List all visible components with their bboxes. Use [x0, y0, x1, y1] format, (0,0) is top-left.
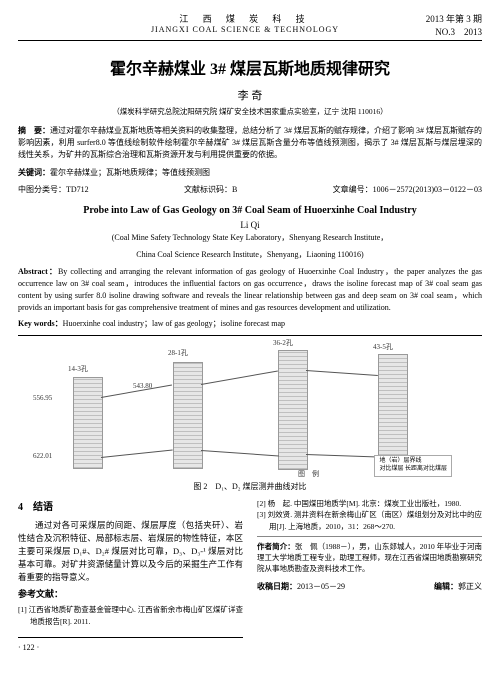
class-no-label: 中图分类号：	[18, 185, 66, 194]
figure-caption: 图 2 D₁、D₂ 煤层测井曲线对比	[18, 481, 482, 492]
author-en: Li Qi	[18, 220, 482, 230]
chart-label-2: 28-1孔	[168, 348, 188, 358]
chart-xaxis: 图 例	[298, 469, 319, 479]
article-title-cn: 霍尔辛赫煤业 3# 煤层瓦斯地质规律研究	[18, 55, 482, 79]
journal-name-en: JIANGXI COAL SCIENCE & TECHNOLOGY	[78, 25, 412, 34]
ref-3: [3] 刘效贤. 测井资料在新余梅山矿区（南区）煤组划分及对比中的应用[J]. …	[257, 509, 482, 532]
keywords-cn-label: 关键词：	[18, 168, 50, 177]
recv-date: 2013－05－29	[297, 582, 345, 591]
abstract-en-text: By collecting and arranging the relevant…	[18, 267, 482, 312]
chart-label-4: 43-5孔	[373, 342, 393, 352]
references-heading: 参考文献：	[18, 588, 243, 602]
recv-label: 收稿日期：	[257, 582, 297, 591]
author-bio: 作者简介：张 佩（1988－），男，山东郯城人，2010 年毕业于河南理工大学地…	[257, 541, 482, 575]
well-log-figure: 14-3孔 28-1孔 36-2孔 43-5孔 556.95 543.80 62…	[18, 342, 482, 477]
issue-en: NO.3 2013	[412, 25, 482, 38]
conclusion-body: 通过对各可采煤层的间距、煤层厚度（包括夹矸）、岩性结合及沉积特征、局部标志层、岩…	[18, 519, 243, 585]
bio-label: 作者简介：	[257, 542, 295, 551]
editor-name: 郭正义	[458, 582, 482, 591]
abstract-en: Abstract：By collecting and arranging the…	[18, 266, 482, 314]
chart-y3: 622.01	[33, 452, 52, 460]
keywords-en: Key words：Huoerxinhe coal industry；law o…	[18, 318, 482, 329]
affiliation-en-2: China Coal Science Research Institute，Sh…	[18, 249, 482, 260]
chart-label-3: 36-2孔	[273, 338, 293, 348]
editor-label: 编辑：	[434, 582, 458, 591]
abstract-cn-text: 通过对霍尔辛赫煤业瓦斯地质等相关资料的收集整理，总结分析了 3# 煤层瓦斯的赋存…	[18, 126, 482, 159]
classification-row: 中图分类号：TD712 文献标识码：B 文章编号：1006－2572(2013)…	[18, 184, 482, 195]
doc-code: B	[232, 185, 237, 194]
author-cn: 李 奇	[18, 87, 482, 103]
keywords-cn: 关键词：霍尔辛赫煤业；瓦斯地质规律；等值线预测图	[18, 167, 482, 178]
journal-header: 江 西 煤 炭 科 技 JIANGXI COAL SCIENCE & TECHN…	[18, 12, 482, 41]
footer-row: 收稿日期：2013－05－29 编辑：郭正义	[257, 581, 482, 593]
affiliation-cn: （煤炭科学研究总院沈阳研究院 煤矿安全技术国家重点实验室，辽宁 沈阳 11001…	[18, 106, 482, 117]
chart-label-1: 14-3孔	[68, 364, 88, 374]
issue-cn: 2013 年第 3 期	[412, 12, 482, 25]
class-no: TD712	[66, 185, 89, 194]
keywords-cn-text: 霍尔辛赫煤业；瓦斯地质规律；等值线预测图	[50, 168, 210, 177]
chart-y2: 543.80	[133, 382, 152, 390]
article-id: 1006－2572(2013)03－0122－03	[373, 185, 482, 194]
chart-y1: 556.95	[33, 394, 52, 402]
ref-1: [1] 江西省地质矿勘查基金管理中心. 江西省新余市梅山矿区煤矿详查地质报告[R…	[18, 604, 243, 627]
abstract-en-label: Abstract：	[18, 267, 58, 276]
page-number: · 122 ·	[18, 642, 243, 654]
abstract-cn: 摘 要：通过对霍尔辛赫煤业瓦斯地质等相关资料的收集整理，总结分析了 3# 煤层瓦…	[18, 125, 482, 161]
affiliation-en-1: (Coal Mine Safety Technology State Key L…	[18, 232, 482, 243]
keywords-en-text: Huoerxinhe coal industry；law of gas geol…	[63, 319, 285, 328]
article-title-en: Probe into Law of Gas Geology on 3# Coal…	[18, 205, 482, 216]
abstract-cn-label: 摘 要：	[18, 126, 50, 135]
ref-2: [2] 杨 起. 中国煤田地质学[M]. 北京：煤炭工业出版社，1980.	[257, 498, 482, 509]
left-column: 4 结语 通过对各可采煤层的间距、煤层厚度（包括夹矸）、岩性结合及沉积特征、局部…	[18, 498, 243, 654]
article-id-label: 文章编号：	[333, 185, 373, 194]
journal-name-cn: 江 西 煤 炭 科 技	[78, 12, 412, 25]
body-columns: 4 结语 通过对各可采煤层的间距、煤层厚度（包括夹矸）、岩性结合及沉积特征、局部…	[18, 498, 482, 654]
right-column: [2] 杨 起. 中国煤田地质学[M]. 北京：煤炭工业出版社，1980. [3…	[257, 498, 482, 654]
doc-code-label: 文献标识码：	[184, 185, 232, 194]
legend-row-2: 对比煤层 长距离对比煤层	[379, 466, 447, 474]
keywords-en-label: Key words：	[18, 319, 63, 328]
conclusion-heading: 4 结语	[18, 500, 243, 516]
section-divider	[18, 335, 482, 336]
figure-legend: 地（岩）层界线 对比煤层 长距离对比煤层	[374, 455, 452, 477]
